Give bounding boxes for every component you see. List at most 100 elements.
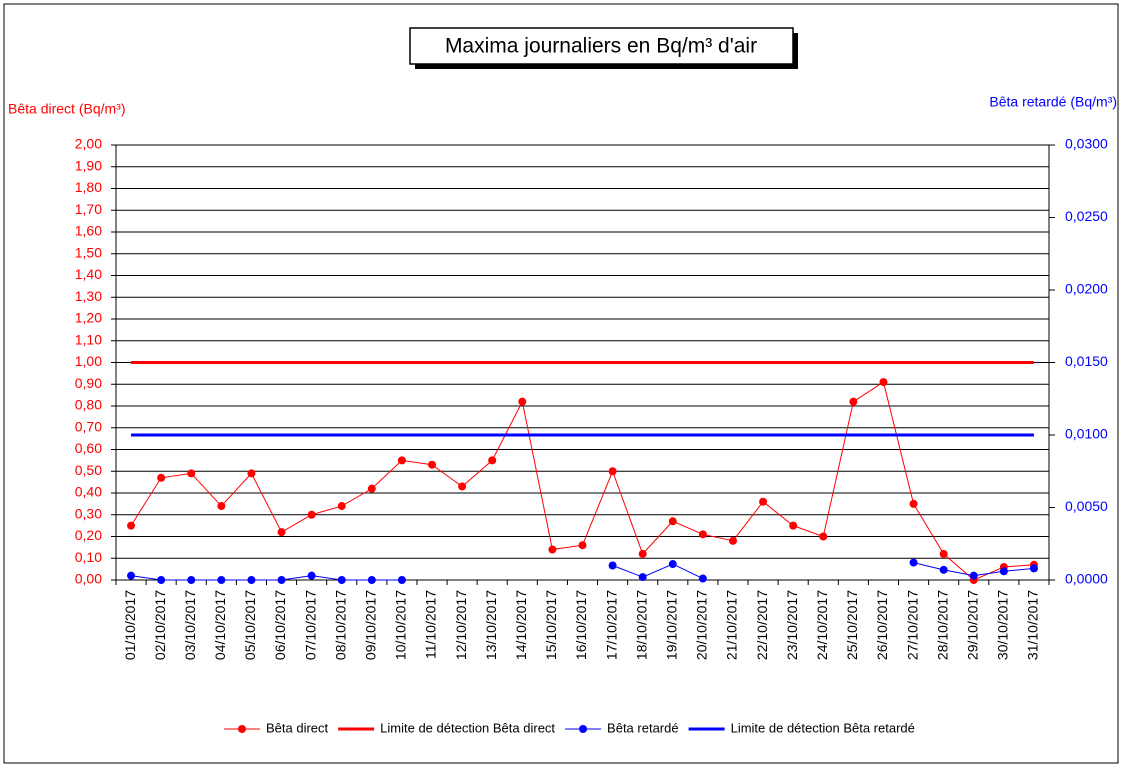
x-tick-label: 24/10/2017: [814, 590, 830, 660]
x-tick-label: 20/10/2017: [694, 590, 710, 660]
x-tick-label: 30/10/2017: [995, 590, 1011, 660]
y2-axis-label: Bêta retardé (Bq/m³): [989, 94, 1117, 110]
point: [638, 573, 647, 582]
x-tick-label: 18/10/2017: [633, 590, 649, 660]
point: [879, 378, 888, 387]
y2-tick-label: 0,0200: [1065, 281, 1108, 297]
y-tick-label: 1,30: [75, 288, 102, 304]
x-tick-label: 15/10/2017: [543, 590, 559, 660]
point: [849, 397, 858, 406]
y-tick-label: 1,60: [75, 223, 102, 239]
x-tick-label: 09/10/2017: [363, 590, 379, 660]
chart-title: Maxima journaliers en Bq/m³ d'air: [445, 35, 757, 58]
point: [668, 560, 677, 569]
point: [337, 502, 346, 511]
x-tick-label: 29/10/2017: [964, 590, 980, 660]
point: [638, 549, 647, 558]
point: [608, 467, 617, 476]
legend-label: Limite de détection Bêta direct: [380, 720, 555, 735]
point: [488, 456, 497, 465]
y-tick-label: 1,80: [75, 179, 102, 195]
x-tick-label: 25/10/2017: [844, 590, 860, 660]
x-tick-label: 08/10/2017: [332, 590, 348, 660]
x-tick-label: 03/10/2017: [182, 590, 198, 660]
point: [367, 576, 376, 584]
legend-marker: [579, 725, 588, 733]
x-tick-label: 10/10/2017: [393, 590, 409, 660]
x-tick-label: 21/10/2017: [724, 590, 740, 660]
y2-tick-label: 0,0250: [1065, 208, 1108, 224]
legend-label: Bêta direct: [266, 720, 329, 735]
y-tick-label: 1,20: [75, 310, 102, 326]
y-tick-label: 1,10: [75, 331, 102, 347]
point: [217, 576, 226, 584]
y-tick-label: 1,70: [75, 201, 102, 217]
point: [397, 576, 406, 584]
x-tick-label: 14/10/2017: [513, 590, 529, 660]
y-tick-label: 0,70: [75, 418, 102, 434]
point: [999, 567, 1008, 576]
y-tick-label: 0,50: [75, 462, 102, 478]
y-tick-label: 0,60: [75, 440, 102, 456]
point: [789, 521, 798, 530]
point: [518, 397, 527, 406]
point: [217, 502, 226, 511]
point: [187, 469, 196, 478]
point: [157, 576, 166, 584]
point: [307, 510, 316, 519]
point: [428, 460, 437, 469]
y2-tick-label: 0,0150: [1065, 353, 1108, 369]
title-box: [409, 27, 794, 65]
point: [187, 576, 196, 584]
point: [127, 521, 136, 530]
legend-marker: [238, 725, 246, 733]
point: [307, 571, 316, 580]
x-tick-label: 31/10/2017: [1025, 590, 1041, 660]
x-tick-label: 27/10/2017: [904, 590, 920, 660]
point: [698, 530, 707, 539]
point: [939, 549, 948, 558]
y2-tick-label: 0,0050: [1065, 498, 1108, 514]
point: [939, 565, 948, 574]
x-tick-label: 12/10/2017: [453, 590, 469, 660]
x-tick-label: 16/10/2017: [573, 590, 589, 660]
y2-tick-label: 0,0000: [1065, 571, 1108, 587]
x-tick-label: 07/10/2017: [302, 590, 318, 660]
y2-tick-label: 0,0300: [1065, 136, 1108, 152]
point: [608, 561, 617, 570]
legend-label: Bêta retardé: [607, 720, 679, 735]
y-tick-label: 1,40: [75, 266, 102, 282]
y-tick-label: 0,10: [75, 549, 102, 565]
point: [127, 571, 136, 580]
y-tick-label: 1,90: [75, 157, 102, 173]
x-tick-label: 11/10/2017: [423, 590, 439, 659]
x-tick-label: 06/10/2017: [272, 590, 288, 660]
point: [397, 456, 406, 465]
y-tick-label: 0,30: [75, 505, 102, 521]
y-tick-label: 1,50: [75, 244, 102, 260]
point: [668, 517, 677, 526]
point: [157, 473, 166, 482]
y2-tick-label: 0,0100: [1065, 426, 1108, 442]
x-tick-label: 26/10/2017: [874, 590, 890, 660]
y-tick-label: 2,00: [75, 136, 102, 152]
point: [728, 536, 737, 545]
x-tick-label: 04/10/2017: [212, 590, 228, 660]
point: [909, 499, 918, 508]
point: [819, 532, 828, 541]
point: [698, 574, 707, 583]
point: [759, 497, 768, 506]
point: [247, 576, 256, 584]
x-tick-label: 23/10/2017: [784, 590, 800, 660]
y-tick-label: 0,80: [75, 397, 102, 413]
x-tick-label: 17/10/2017: [603, 590, 619, 660]
point: [277, 528, 286, 537]
x-tick-label: 05/10/2017: [242, 590, 258, 660]
x-tick-label: 19/10/2017: [663, 590, 679, 660]
y-tick-label: 0,40: [75, 484, 102, 500]
point: [277, 576, 286, 584]
y-axis-label: Bêta direct (Bq/m³): [8, 101, 125, 117]
point: [367, 484, 376, 493]
point: [1029, 564, 1038, 573]
